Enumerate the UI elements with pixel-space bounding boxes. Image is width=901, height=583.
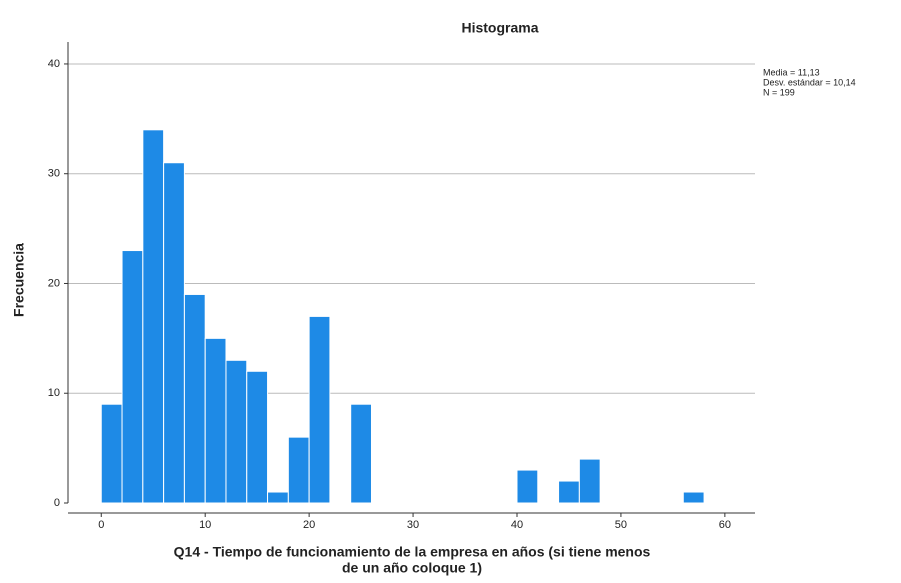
bar xyxy=(267,491,289,504)
bar xyxy=(183,293,206,504)
x-tick-label: 0 xyxy=(98,519,104,531)
x-tick-label: 40 xyxy=(511,519,523,531)
chart-title: Histograma xyxy=(461,20,538,36)
x-tick-label: 50 xyxy=(615,519,627,531)
bar xyxy=(682,491,705,504)
bar xyxy=(558,480,580,504)
bar xyxy=(350,403,372,504)
x-axis-label: de un año coloque 1) xyxy=(342,560,482,576)
stat-label: Media = 11,13 xyxy=(763,67,820,77)
bar xyxy=(578,458,601,504)
bar xyxy=(287,436,310,504)
y-tick-label: 0 xyxy=(54,497,60,509)
bar xyxy=(142,129,165,504)
y-tick-label: 30 xyxy=(48,168,60,180)
stat-label: N = 199 xyxy=(763,87,795,97)
bar xyxy=(163,162,185,504)
x-tick-label: 30 xyxy=(407,519,419,531)
y-tick-label: 40 xyxy=(48,58,60,70)
y-axis-label: Frecuencia xyxy=(11,243,27,317)
y-tick-label: 10 xyxy=(48,387,60,399)
x-tick-label: 20 xyxy=(303,519,315,531)
bar xyxy=(516,469,539,504)
x-tick-label: 60 xyxy=(719,519,731,531)
x-axis-label: Q14 - Tiempo de funcionamiento de la emp… xyxy=(174,544,651,560)
bar xyxy=(100,403,123,504)
stat-label: Desv. estándar = 10,14 xyxy=(763,77,856,87)
y-tick-label: 20 xyxy=(48,277,60,289)
bar xyxy=(121,250,144,504)
bar xyxy=(204,337,227,504)
bar xyxy=(308,315,331,504)
bar xyxy=(225,359,248,504)
bar xyxy=(246,370,269,504)
x-tick-label: 10 xyxy=(199,519,211,531)
